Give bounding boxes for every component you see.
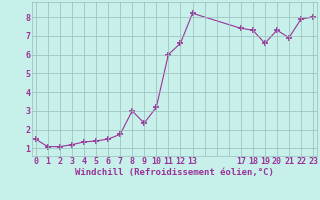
X-axis label: Windchill (Refroidissement éolien,°C): Windchill (Refroidissement éolien,°C) [75,168,274,177]
